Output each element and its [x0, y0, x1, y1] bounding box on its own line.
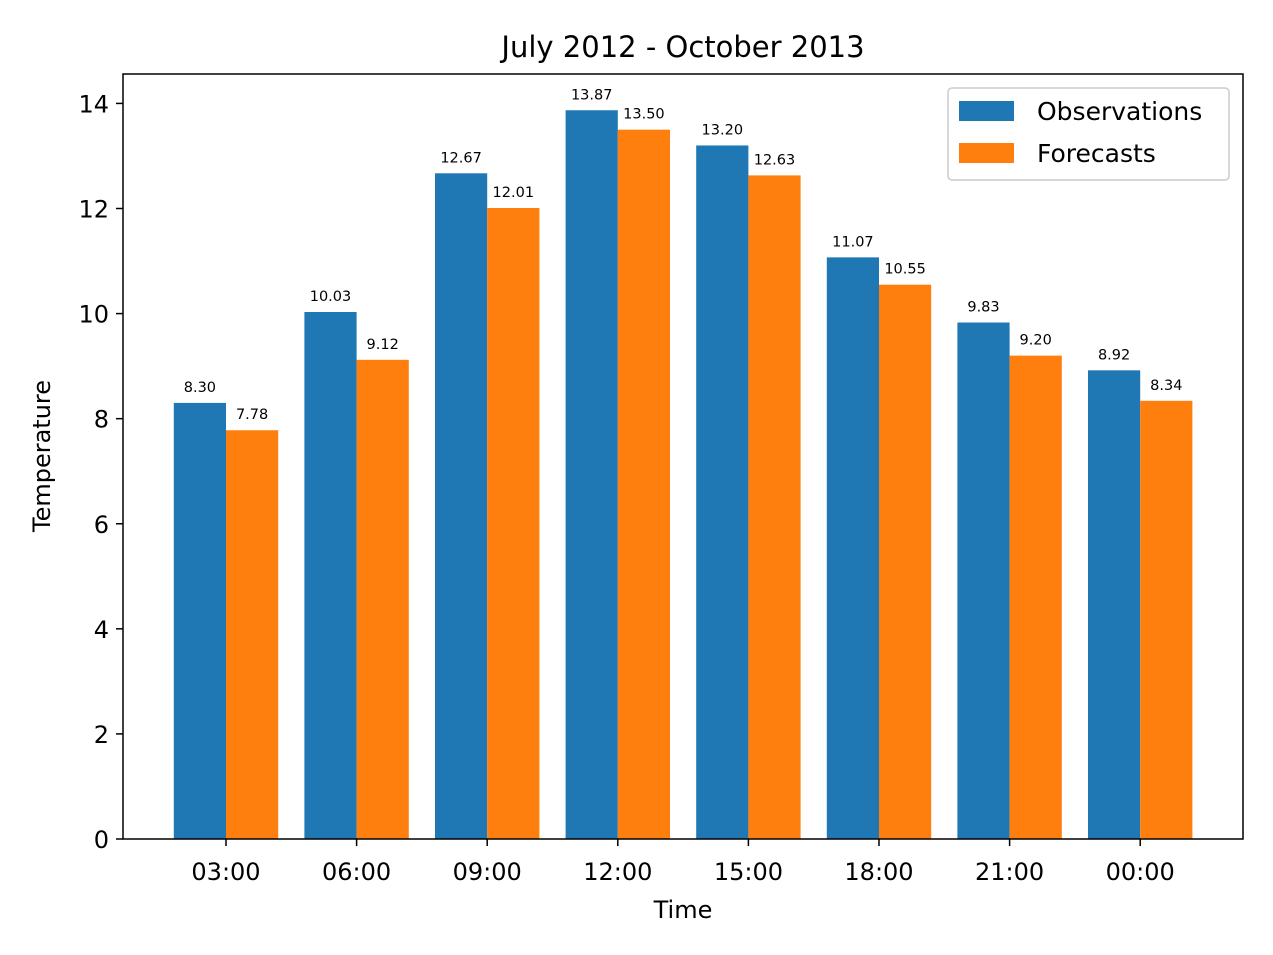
x-tick-label: 09:00	[453, 858, 522, 886]
chart-title: July 2012 - October 2013	[499, 30, 864, 64]
x-tick-label: 00:00	[1106, 858, 1175, 886]
bar-forecasts-0300	[226, 430, 279, 839]
bar-value-label: 9.83	[967, 300, 999, 316]
y-tick-label: 6	[94, 511, 109, 539]
y-tick-label: 10	[78, 301, 109, 329]
bar-forecasts-0600	[356, 359, 409, 839]
legend-label-observations: Observations	[1037, 97, 1202, 126]
bar-value-label: 12.63	[754, 152, 796, 168]
bar-observations-0600	[304, 312, 357, 839]
x-tick-label: 12:00	[583, 858, 652, 886]
bar-observations-0900	[435, 173, 488, 840]
axes-layer: 0 2 4 6 8 10 12 14 03:00 06:00 09:00 12:00 15:00 18:0…	[78, 73, 1244, 886]
bar-observations-1500	[696, 145, 749, 839]
bar-value-label: 13.87	[571, 87, 613, 103]
x-tick-label: 15:00	[714, 858, 783, 886]
bar-labels-layer: 8.30 10.03 12.67 13.87 13.20 11.07 9.83 8.92 7.7…	[184, 87, 1183, 423]
legend-frame	[947, 87, 1230, 181]
bar-value-label: 13.50	[623, 107, 665, 123]
bar-forecasts-2100	[1009, 355, 1062, 839]
x-tick-label: 06:00	[322, 858, 391, 886]
bar-value-label: 9.12	[367, 337, 399, 353]
bar-observations-1200	[565, 110, 618, 839]
bars-layer	[173, 110, 1193, 840]
legend-swatch-forecasts	[959, 143, 1014, 163]
y-axis-title: Temperature	[28, 380, 56, 533]
bar-forecasts-1500	[748, 175, 801, 839]
bar-value-label: 9.20	[1020, 333, 1052, 349]
bar-forecasts-1200	[617, 129, 670, 839]
y-tick-label: 2	[94, 721, 109, 749]
x-tick-label: 03:00	[191, 858, 260, 886]
bar-observations-2100	[957, 322, 1010, 839]
bar-value-label: 13.20	[702, 122, 744, 138]
bar-value-label: 12.67	[440, 150, 482, 166]
y-tick-label: 4	[94, 616, 109, 644]
bar-observations-1800	[826, 257, 879, 839]
legend-swatch-observations	[959, 101, 1014, 121]
x-tick-label: 18:00	[844, 858, 913, 886]
bar-value-label: 12.01	[493, 185, 535, 201]
bar-forecasts-0900	[487, 207, 540, 840]
legend: Observations Forecasts	[947, 87, 1230, 181]
y-tick-label: 8	[94, 406, 109, 434]
x-axis-title: Time	[653, 896, 713, 924]
x-tick-label: 21:00	[975, 858, 1044, 886]
y-tick-label: 0	[94, 826, 109, 854]
plot-frame	[122, 73, 1244, 840]
bar-value-label: 8.92	[1098, 347, 1130, 363]
bar-value-label: 7.78	[236, 407, 268, 423]
bar-value-label: 10.55	[884, 262, 926, 278]
legend-label-forecasts: Forecasts	[1037, 139, 1156, 168]
y-tick-label: 12	[78, 196, 109, 224]
bar-forecasts-0000	[1140, 400, 1193, 839]
bar-observations-0300	[173, 402, 226, 839]
y-tick-label: 14	[78, 90, 109, 118]
bar-value-label: 10.03	[310, 289, 352, 305]
bar-forecasts-1800	[879, 284, 932, 839]
bar-value-label: 8.30	[184, 380, 216, 396]
bar-value-label: 11.07	[832, 234, 874, 250]
bar-observations-0000	[1088, 370, 1141, 839]
bar-value-label: 8.34	[1150, 378, 1182, 394]
